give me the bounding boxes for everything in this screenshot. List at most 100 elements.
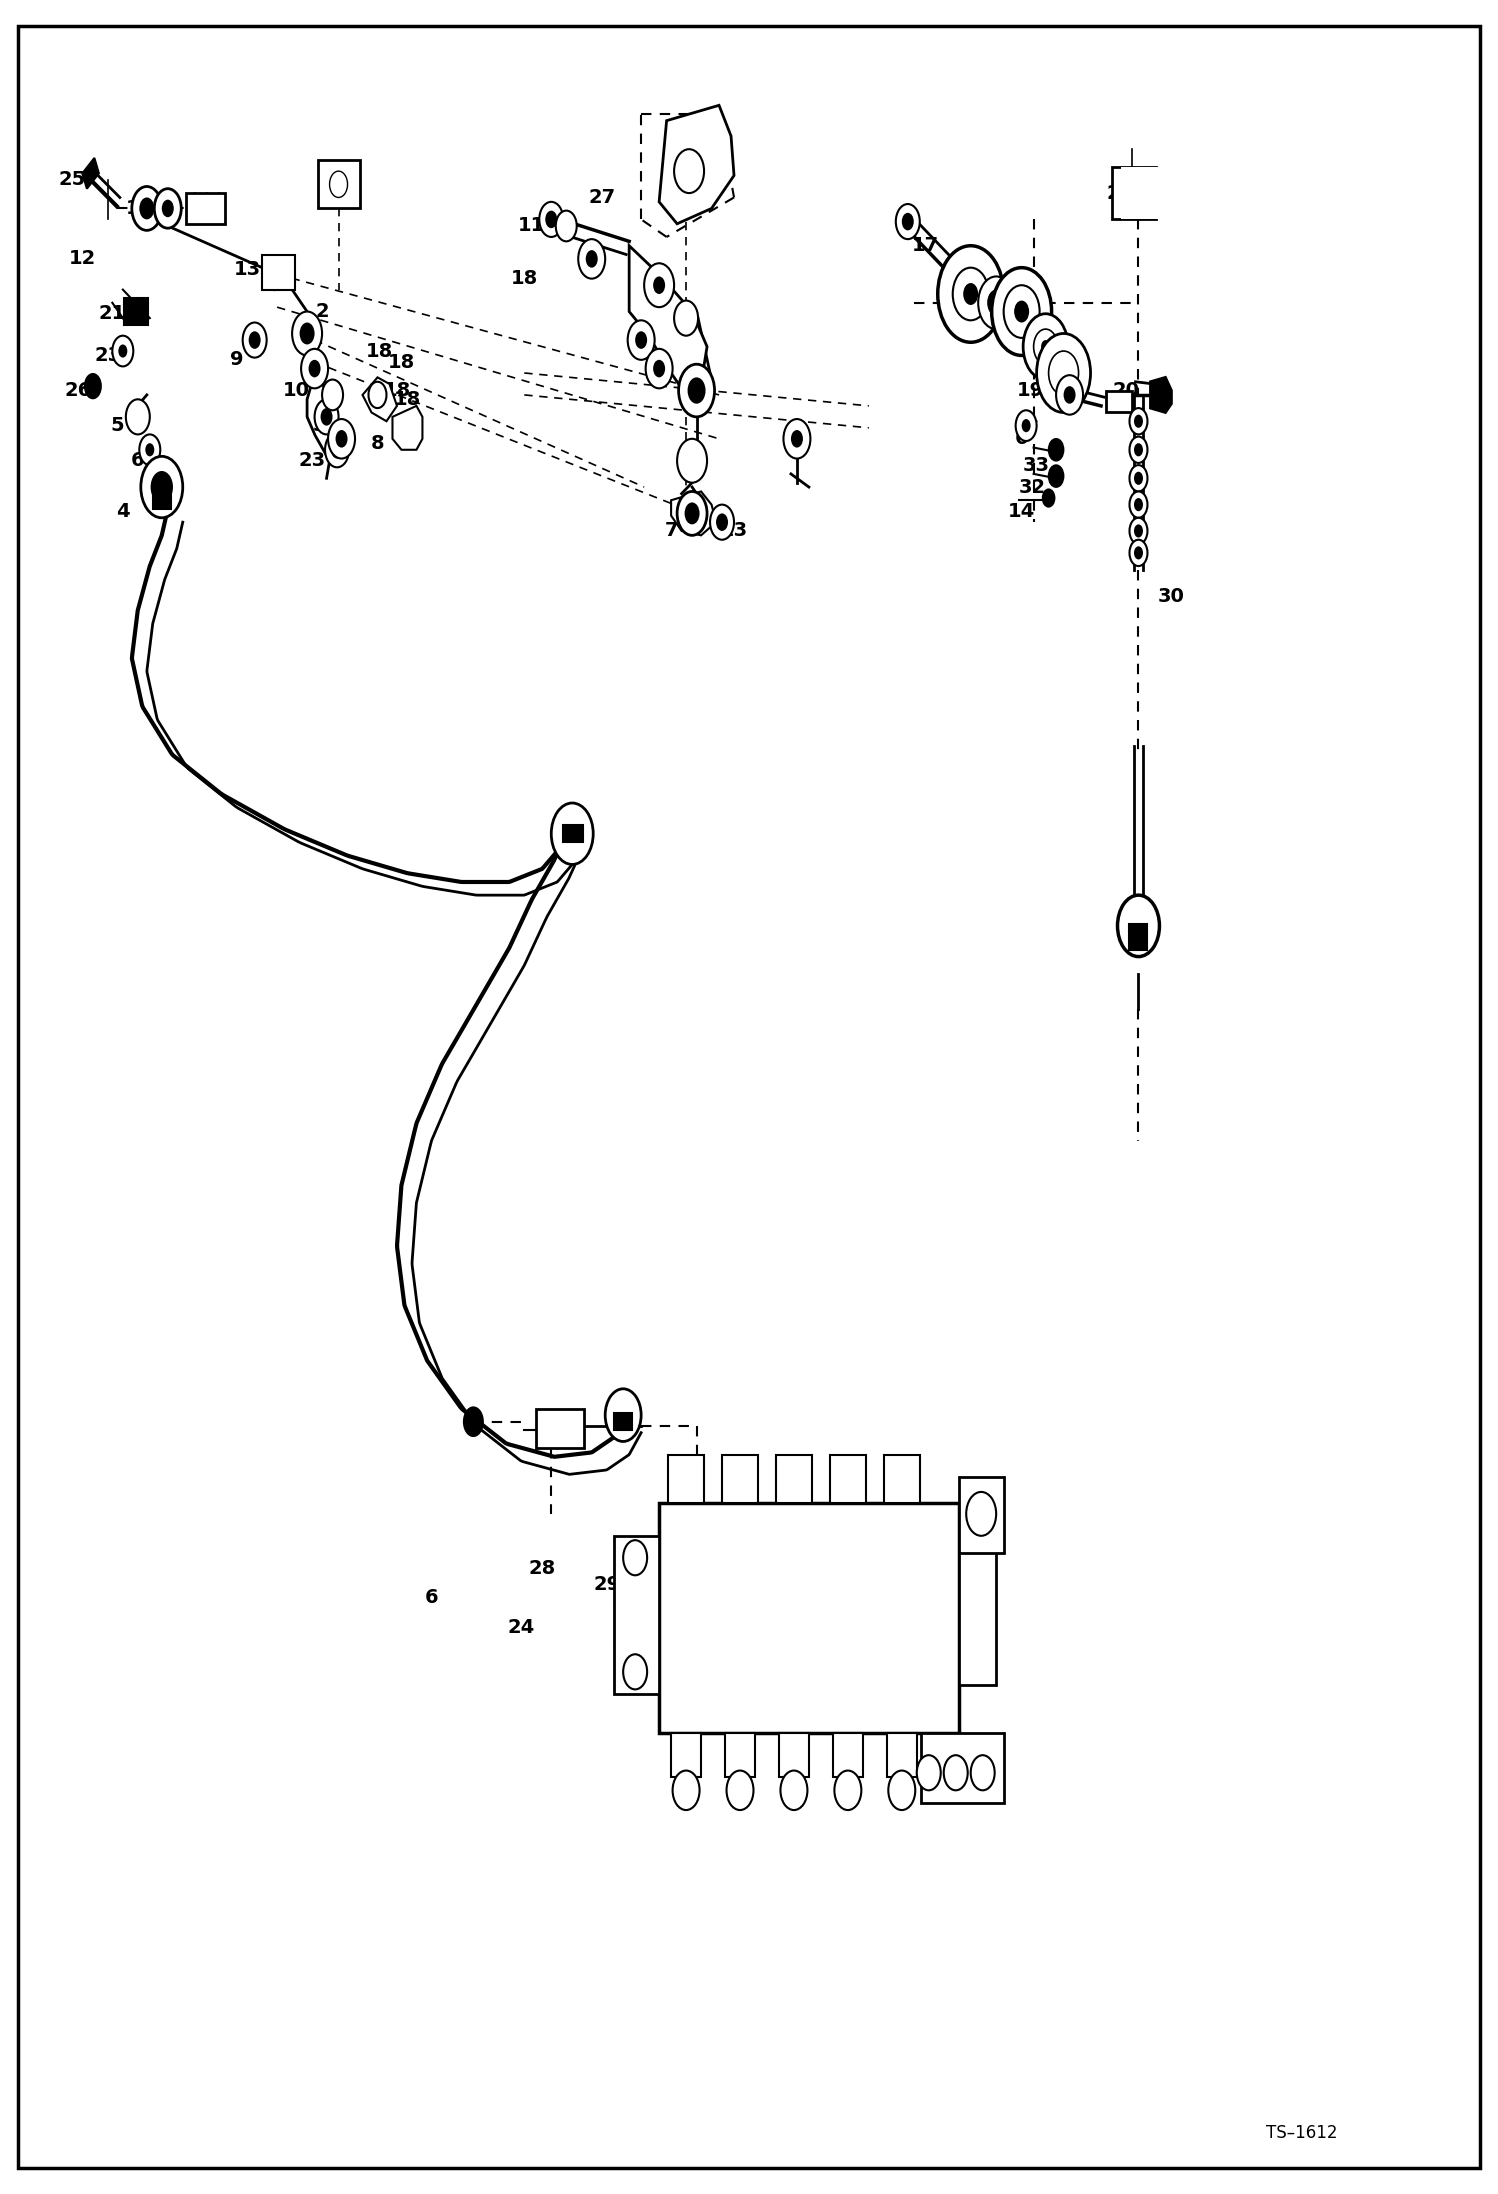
Text: 10: 10 — [283, 382, 310, 399]
Circle shape — [966, 1492, 996, 1536]
Circle shape — [1129, 437, 1147, 463]
Bar — [1112, 167, 1156, 219]
Text: 6: 6 — [1014, 430, 1029, 448]
Circle shape — [1134, 443, 1143, 456]
Circle shape — [331, 441, 343, 459]
Text: 4: 4 — [115, 502, 130, 520]
Text: 11: 11 — [518, 217, 545, 235]
Circle shape — [978, 276, 1014, 329]
Text: 31: 31 — [313, 417, 340, 434]
Circle shape — [685, 502, 700, 524]
Text: 17: 17 — [912, 237, 939, 255]
Bar — [614, 1413, 632, 1430]
Circle shape — [126, 399, 150, 434]
Circle shape — [673, 1771, 700, 1810]
Bar — [536, 1409, 584, 1448]
Circle shape — [971, 1755, 995, 1790]
Circle shape — [145, 443, 154, 456]
Text: 18: 18 — [366, 342, 392, 360]
Bar — [779, 1733, 809, 1777]
Text: 23: 23 — [721, 522, 748, 540]
Bar — [921, 1733, 1004, 1803]
Circle shape — [162, 200, 174, 217]
Bar — [884, 1455, 920, 1503]
Circle shape — [463, 1406, 484, 1437]
Bar — [668, 1455, 704, 1503]
Polygon shape — [82, 158, 99, 189]
Circle shape — [330, 171, 348, 197]
Circle shape — [727, 1771, 753, 1810]
Circle shape — [1134, 498, 1143, 511]
Circle shape — [1043, 489, 1055, 507]
Circle shape — [917, 1755, 941, 1790]
Text: 6: 6 — [424, 1588, 439, 1606]
Circle shape — [1056, 375, 1083, 415]
Text: 20: 20 — [1113, 382, 1140, 399]
Circle shape — [1118, 895, 1159, 957]
Bar — [659, 1503, 959, 1733]
Text: 13: 13 — [234, 261, 261, 279]
Text: 22: 22 — [1107, 184, 1134, 202]
Bar — [614, 1536, 659, 1694]
Text: 17: 17 — [1050, 382, 1077, 399]
Circle shape — [551, 803, 593, 864]
Text: 18: 18 — [511, 270, 538, 287]
Bar — [563, 825, 583, 842]
Text: 19: 19 — [963, 309, 990, 327]
Circle shape — [315, 399, 339, 434]
Circle shape — [679, 364, 715, 417]
Circle shape — [780, 1771, 807, 1810]
Bar — [959, 1477, 1004, 1553]
Circle shape — [84, 373, 102, 399]
Circle shape — [132, 186, 162, 230]
Text: 27: 27 — [589, 189, 616, 206]
Circle shape — [1134, 546, 1143, 559]
Circle shape — [1004, 285, 1040, 338]
Bar — [833, 1733, 863, 1777]
Circle shape — [118, 344, 127, 358]
Text: 33: 33 — [1023, 456, 1050, 474]
Circle shape — [896, 204, 920, 239]
Circle shape — [556, 211, 577, 241]
Circle shape — [674, 149, 704, 193]
Text: 14: 14 — [1008, 502, 1035, 520]
Circle shape — [716, 513, 728, 531]
Circle shape — [628, 320, 655, 360]
Circle shape — [1034, 329, 1058, 364]
Text: 28: 28 — [529, 1560, 556, 1577]
Polygon shape — [363, 377, 397, 421]
Circle shape — [1049, 439, 1064, 461]
Circle shape — [243, 323, 267, 358]
Circle shape — [674, 301, 698, 336]
Circle shape — [783, 419, 810, 459]
Bar — [959, 1549, 996, 1685]
Bar — [887, 1733, 917, 1777]
Circle shape — [834, 1771, 861, 1810]
Circle shape — [141, 456, 183, 518]
Circle shape — [1014, 301, 1029, 323]
Text: 23: 23 — [298, 452, 325, 470]
Circle shape — [1016, 410, 1037, 441]
Circle shape — [545, 211, 557, 228]
Circle shape — [1134, 415, 1143, 428]
Circle shape — [710, 505, 734, 540]
Bar — [722, 1455, 758, 1503]
Circle shape — [539, 202, 563, 237]
Text: 7: 7 — [664, 522, 679, 540]
Circle shape — [677, 439, 707, 483]
Polygon shape — [629, 246, 707, 395]
Bar — [830, 1455, 866, 1503]
Circle shape — [635, 331, 647, 349]
Text: 15: 15 — [945, 287, 972, 305]
Circle shape — [139, 434, 160, 465]
Text: 18: 18 — [394, 391, 421, 408]
Circle shape — [1129, 408, 1147, 434]
Circle shape — [325, 432, 349, 467]
Bar — [124, 298, 148, 325]
Circle shape — [623, 1654, 647, 1689]
Circle shape — [1134, 472, 1143, 485]
Circle shape — [578, 239, 605, 279]
Text: 9: 9 — [229, 351, 244, 369]
Text: 29: 29 — [593, 1575, 620, 1593]
Circle shape — [1064, 386, 1076, 404]
